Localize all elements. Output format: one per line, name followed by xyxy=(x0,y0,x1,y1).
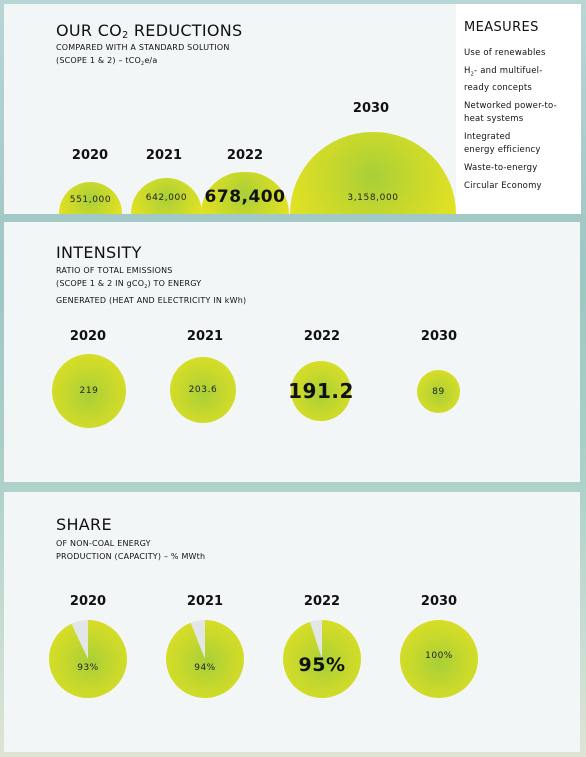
co2-value-2021: 642,000 xyxy=(145,193,188,203)
intensity-bubble-2022: 191.2 xyxy=(288,361,354,421)
co2-subtitle: COMPARED WITH A STANDARD SOLUTION (SCOPE… xyxy=(56,41,230,71)
intensity-subtitle-line3: GENERATED (HEAT AND ELECTRICITY IN kWh) xyxy=(56,296,247,305)
measure-power-to-heat-1: Networked power-to- xyxy=(464,100,557,111)
intensity-value-2022: 191.2 xyxy=(288,379,354,403)
measure-efficiency-2: energy efficiency xyxy=(464,144,541,155)
co2-year-2020: 2020 xyxy=(71,148,109,163)
measure-item: Integrated energy efficiency xyxy=(464,131,557,157)
co2-year-2021: 2021 xyxy=(145,148,183,163)
measure-renewables: Use of renewables xyxy=(464,48,546,58)
share-year-2021: 2021 xyxy=(186,594,224,609)
intensity-year-2030: 2030 xyxy=(420,329,458,344)
co2-title-subscript: 2 xyxy=(122,30,129,41)
intensity-value-2021: 203.6 xyxy=(188,385,218,395)
measure-h2-text: - and multifuel- xyxy=(474,66,543,76)
intensity-subtitle-line2-subscript: 2 xyxy=(144,285,148,290)
share-title: SHARE xyxy=(56,515,112,534)
co2-subtitle-line2-subscript: 2 xyxy=(141,62,145,67)
intensity-year-2021: 2021 xyxy=(186,329,224,344)
measure-item: Use of renewables xyxy=(464,47,557,60)
intensity-subtitle: RATIO OF TOTAL EMISSIONS (SCOPE 1 & 2 IN… xyxy=(56,264,246,307)
co2-title: OUR CO2 REDUCTIONS xyxy=(56,21,243,41)
share-value-2020: 93% xyxy=(77,663,99,673)
intensity-subtitle-line2: (SCOPE 1 & 2 IN gCO2) TO ENERGY xyxy=(56,277,246,294)
measure-power-to-heat-2: heat systems xyxy=(464,113,524,124)
measure-waste-to-energy: Waste-to-energy xyxy=(464,162,538,173)
intensity-bubble-2020: 219 xyxy=(52,354,126,428)
co2-subtitle-line2-part1: (SCOPE 1 & 2) – tCO xyxy=(56,56,142,65)
share-panel: SHARE OF NON-COAL ENERGY PRODUCTION (CAP… xyxy=(4,492,580,752)
measure-item: Circular Economy xyxy=(464,180,557,193)
co2-subtitle-line2: (SCOPE 1 & 2) – tCO2e/a xyxy=(56,54,230,71)
share-year-2030: 2030 xyxy=(420,594,458,609)
share-subtitle: OF NON-COAL ENERGY PRODUCTION (CAPACITY)… xyxy=(56,537,205,563)
co2-subtitle-line1: COMPARED WITH A STANDARD SOLUTION xyxy=(56,43,230,52)
co2-bubble-2022: 678,400 xyxy=(201,172,289,214)
co2-bubble-2030: 3,158,000 xyxy=(290,132,456,214)
share-value-2021: 94% xyxy=(194,663,216,673)
co2-bubble-2020: 551,000 xyxy=(59,182,122,214)
share-pie-2020 xyxy=(36,607,140,711)
share-value-2022: 95% xyxy=(298,654,346,676)
co2-reductions-panel: OUR CO2 REDUCTIONS COMPARED WITH A STAND… xyxy=(4,4,456,214)
intensity-subtitle-line2-part1: (SCOPE 1 & 2 IN gCO xyxy=(56,279,145,288)
measure-item: Networked power-to-heat systems xyxy=(464,100,557,126)
measure-h2-text2: ready concepts xyxy=(464,82,532,93)
co2-year-2030: 2030 xyxy=(352,101,390,116)
measures-list: Use of renewables H2- and multifuel-read… xyxy=(464,47,557,198)
measure-circular-economy: Circular Economy xyxy=(464,180,542,191)
co2-value-2020: 551,000 xyxy=(69,195,112,205)
co2-value-2022: 678,400 xyxy=(204,187,286,207)
measures-panel: MEASURES Use of renewables H2- and multi… xyxy=(456,4,581,214)
intensity-title: INTENSITY xyxy=(56,243,142,262)
intensity-year-2020: 2020 xyxy=(69,329,107,344)
measure-efficiency-1: Integrated xyxy=(464,131,511,142)
share-year-2022: 2022 xyxy=(303,594,341,609)
intensity-value-2020: 219 xyxy=(79,386,99,396)
intensity-value-2030: 89 xyxy=(432,386,445,397)
co2-bubble-2021: 642,000 xyxy=(131,178,202,214)
intensity-bubble-2030: 89 xyxy=(417,370,460,413)
co2-title-rest: REDUCTIONS xyxy=(128,21,243,40)
measure-item: H2- and multifuel-ready concepts xyxy=(464,65,557,95)
intensity-panel: INTENSITY RATIO OF TOTAL EMISSIONS (SCOP… xyxy=(4,222,580,482)
co2-title-text: OUR CO xyxy=(56,21,123,40)
measure-item: Waste-to-energy xyxy=(464,162,557,175)
co2-subtitle-line2-part2: e/a xyxy=(144,56,158,65)
share-subtitle-line1: OF NON-COAL ENERGY xyxy=(56,539,151,548)
measures-title: MEASURES xyxy=(464,20,539,35)
measure-h2-subscript: 2 xyxy=(470,71,475,78)
intensity-subtitle-line2-part2: ) TO ENERGY xyxy=(147,279,202,288)
co2-year-2022: 2022 xyxy=(226,148,264,163)
share-year-2020: 2020 xyxy=(69,594,107,609)
measure-h2-prefix: H xyxy=(464,66,471,76)
intensity-bubble-2021: 203.6 xyxy=(170,357,236,423)
share-value-2030: 100% xyxy=(425,651,453,661)
intensity-year-2022: 2022 xyxy=(303,329,341,344)
share-pie-2030 xyxy=(400,620,478,698)
intensity-subtitle-line1: RATIO OF TOTAL EMISSIONS xyxy=(56,266,173,275)
share-subtitle-line2: PRODUCTION (CAPACITY) – % MWth xyxy=(56,552,206,561)
share-pie-2021 xyxy=(154,608,256,710)
co2-value-2030: 3,158,000 xyxy=(347,193,399,203)
